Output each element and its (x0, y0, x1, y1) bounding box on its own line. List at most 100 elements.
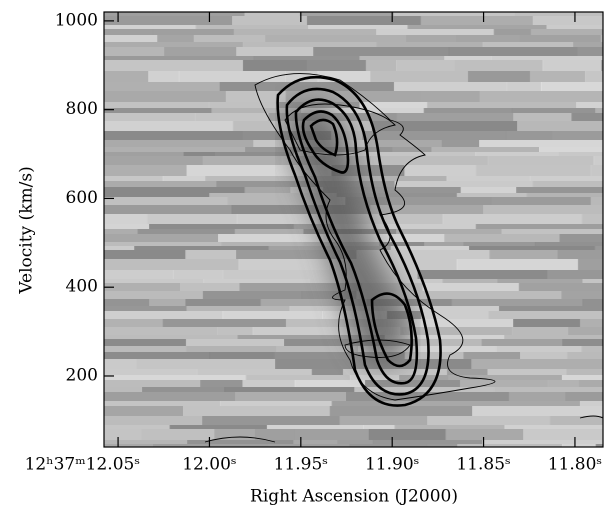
streak (481, 339, 564, 346)
streak (104, 429, 142, 440)
streak (518, 283, 603, 291)
streak (219, 401, 333, 406)
streak (501, 229, 603, 234)
streak (419, 359, 473, 369)
streak (513, 319, 581, 327)
streak (104, 291, 204, 299)
streak (252, 327, 402, 335)
streak (479, 91, 603, 102)
streak (104, 270, 174, 279)
streak (561, 375, 603, 380)
streak (244, 12, 301, 16)
streak (293, 440, 339, 444)
streak (104, 108, 213, 113)
streak (331, 131, 364, 140)
x-tick-label: 11.95ˢ (274, 455, 328, 475)
streak (164, 47, 238, 56)
streak (490, 197, 592, 205)
streak (183, 152, 216, 156)
streak (294, 429, 370, 440)
streak (506, 82, 542, 91)
streak (301, 291, 358, 299)
streak (423, 242, 465, 246)
streak (185, 250, 238, 259)
streak (384, 335, 506, 339)
streak (225, 91, 287, 102)
streak (104, 250, 187, 259)
streak (404, 352, 465, 359)
streak (349, 375, 401, 380)
streak (363, 425, 396, 429)
streak (590, 165, 603, 176)
streak (104, 416, 204, 425)
streak (493, 29, 532, 35)
streak (254, 429, 296, 440)
y-tick-label: 800 (66, 99, 98, 119)
streak (104, 214, 148, 224)
streak (475, 152, 559, 156)
streak (214, 152, 295, 156)
streak (551, 131, 603, 140)
streak (487, 369, 568, 375)
streak (104, 102, 210, 108)
streak (216, 181, 295, 187)
streak (104, 246, 136, 250)
streak (149, 299, 187, 306)
streak (467, 71, 531, 82)
streak (546, 270, 603, 279)
streak (104, 259, 240, 270)
streak (526, 193, 603, 197)
streak (441, 140, 481, 147)
streak (245, 375, 351, 380)
streak (162, 176, 207, 181)
streak (196, 369, 313, 375)
streak (322, 187, 462, 193)
streak (448, 47, 578, 56)
streak (260, 299, 368, 306)
streak (561, 291, 603, 299)
streak (395, 60, 455, 71)
streak (505, 131, 553, 140)
streak (104, 406, 184, 416)
streak (346, 392, 378, 401)
streak (104, 193, 211, 197)
streak (253, 56, 361, 60)
streak (577, 259, 603, 270)
streak (456, 193, 528, 197)
streak (104, 339, 187, 346)
streak (582, 299, 603, 306)
streak (489, 250, 559, 259)
streak (200, 380, 244, 387)
streak (336, 193, 458, 197)
streak (157, 35, 195, 42)
streak (532, 181, 603, 187)
streak (187, 440, 295, 444)
streak (511, 327, 569, 335)
streak (152, 29, 235, 35)
streak (104, 229, 139, 234)
streak (234, 392, 348, 401)
streak (180, 283, 241, 291)
streak (104, 369, 198, 375)
streak (162, 319, 287, 327)
streak (182, 406, 331, 416)
streak (456, 259, 579, 270)
streak (362, 131, 507, 140)
streak (404, 165, 477, 176)
streak (566, 352, 603, 359)
streak (134, 246, 270, 250)
x-tick-label: 12.00ˢ (182, 455, 236, 475)
streak (285, 91, 423, 102)
streak (519, 35, 602, 42)
streak (463, 242, 536, 246)
streak (472, 406, 603, 416)
streak (239, 283, 364, 291)
streak (460, 187, 518, 193)
streak (364, 140, 443, 147)
streak (219, 82, 255, 91)
streak (409, 306, 500, 311)
streak (329, 406, 474, 416)
streak (104, 156, 204, 165)
streak (426, 291, 563, 299)
streak (104, 42, 244, 47)
